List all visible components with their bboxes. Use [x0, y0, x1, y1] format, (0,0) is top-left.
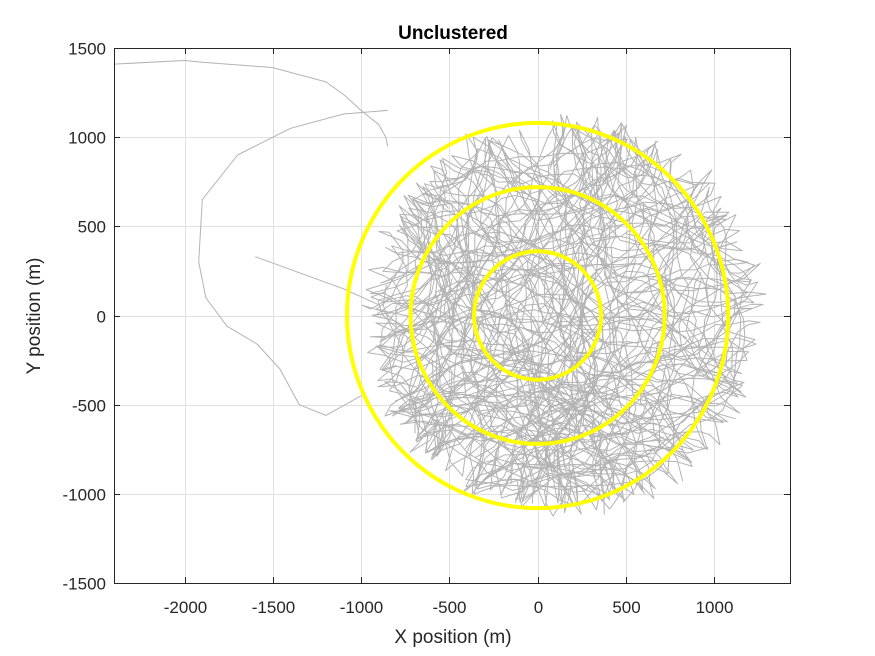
y-tick-label: 500 [78, 218, 106, 237]
trajectory-path [408, 275, 746, 515]
trajectory-spike-trajectory [255, 256, 380, 306]
trajectory-path [379, 122, 672, 450]
y-tick-label: -1000 [63, 486, 106, 505]
x-axis-label: X position (m) [394, 627, 511, 648]
trajectory-path [377, 135, 690, 459]
trajectory-path [370, 139, 658, 508]
trajectory-path [514, 272, 750, 503]
trajectory-path [399, 215, 742, 456]
y-tick-label: 1000 [68, 129, 106, 148]
y-axis-label: Y position (m) [24, 258, 45, 375]
x-tick-label: -1500 [252, 598, 295, 617]
trajectory-path [439, 158, 689, 517]
trajectory-path [375, 133, 619, 501]
ring-1 [472, 249, 604, 382]
x-tick-label: 500 [612, 598, 640, 617]
x-tick-label: -2000 [164, 598, 207, 617]
trajectory-path [368, 241, 619, 496]
y-tick-label: -500 [72, 397, 106, 416]
x-tick-labels: -2000 -1500 -1000 -500 0 500 1000 [164, 598, 734, 617]
trajectory-path [369, 309, 671, 506]
x-tick-label: 1000 [696, 598, 734, 617]
y-tick-label: 0 [97, 308, 106, 327]
y-tick-label: -1500 [63, 575, 106, 594]
trajectory-path [385, 142, 676, 444]
trajectory-long-trajectory [114, 60, 389, 147]
trajectory-path [487, 139, 753, 470]
x-tick-label: 0 [534, 598, 543, 617]
trajectory-path [465, 127, 693, 495]
y-tick-label: 1500 [68, 40, 106, 59]
trajectory-path [416, 166, 709, 500]
trajectory-long-trajectory-2 [198, 109, 388, 416]
yellow-rings [344, 120, 731, 511]
trajectory-path [384, 247, 752, 495]
x-tick-label: -500 [432, 598, 466, 617]
trajectory-path [391, 124, 728, 514]
trajectory-path [382, 277, 724, 510]
trajectory-path [414, 138, 761, 294]
chart-title: Unclustered [398, 23, 508, 44]
ring-2 [408, 185, 667, 446]
trajectory-path [425, 143, 748, 428]
y-tick-labels: -1500 -1000 -500 0 500 1000 1500 [63, 40, 106, 594]
trajectory-paths [114, 60, 767, 517]
axis-ticks [114, 48, 790, 584]
trajectory-path [396, 208, 737, 464]
ring-3 [344, 120, 731, 511]
trajectory-path [463, 120, 738, 485]
x-tick-label: -1000 [340, 598, 383, 617]
trajectory-path [367, 129, 721, 467]
